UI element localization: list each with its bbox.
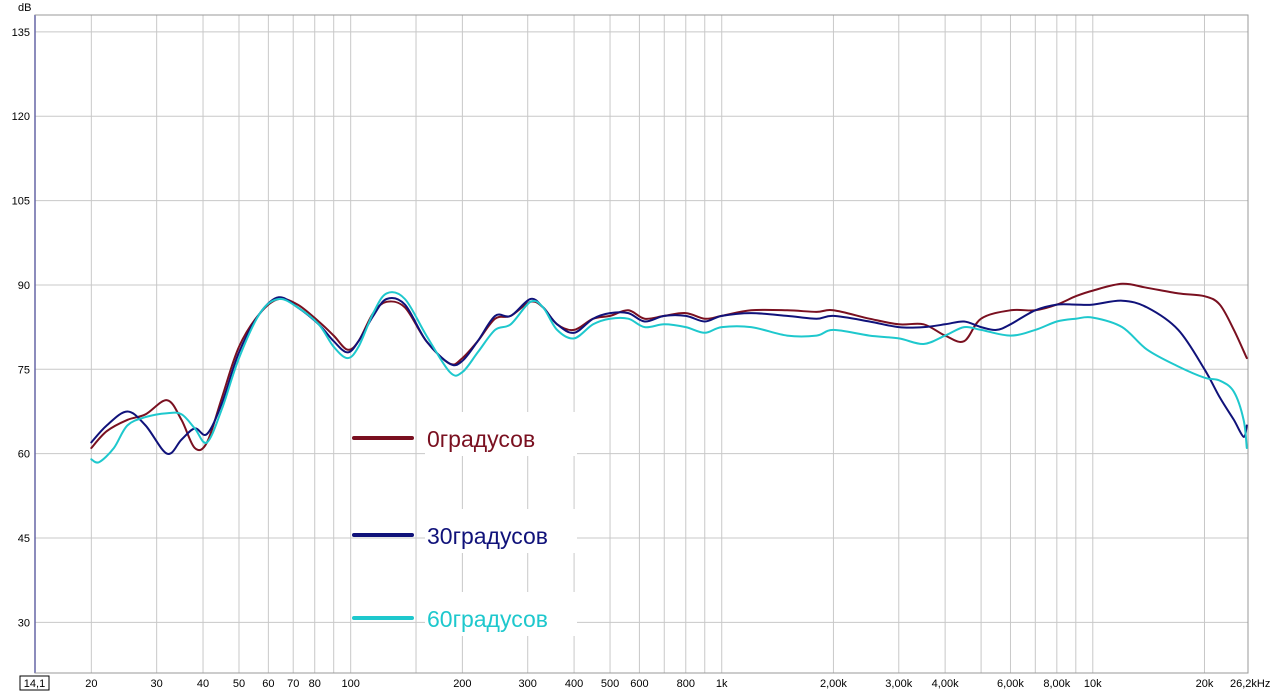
x-tick-label: 10k <box>1084 678 1102 690</box>
legend-label-2: 60градусов <box>427 606 548 632</box>
x-tick-label: 20k <box>1196 678 1214 690</box>
y-tick-label: 60 <box>18 449 30 461</box>
legend-label-1: 30градусов <box>427 523 548 549</box>
x-tick-label: 40 <box>197 678 209 690</box>
y-tick-labels: 30 45 60 75 90 105 120 135 <box>12 27 30 630</box>
x-tick-label: 800 <box>677 678 695 690</box>
x-start-marker: 14,1 <box>19 675 50 691</box>
x-tick-label: 50 <box>233 678 245 690</box>
grid-lines <box>35 15 1248 673</box>
x-tick-label: 200 <box>453 678 471 690</box>
y-tick-label: 105 <box>12 196 30 208</box>
plot-background <box>35 15 1248 673</box>
x-tick-label: 60 <box>262 678 274 690</box>
x-axis-unit-label: 26,2kHz <box>1230 678 1270 690</box>
x-tick-label: 20 <box>85 678 97 690</box>
legend-label-background <box>425 592 577 636</box>
series-line-2 <box>90 291 1248 464</box>
x-tick-label: 70 <box>287 678 299 690</box>
x-tick-label: 80 <box>309 678 321 690</box>
y-tick-label: 90 <box>18 280 30 292</box>
x-tick-label: 500 <box>601 678 619 690</box>
x-tick-label: 6,00k <box>997 678 1024 690</box>
x-tick-labels: 20 30 40 50 60 70 80 100 200 300 400 500 600 800 1k 2,0… <box>85 678 1214 690</box>
y-tick-label: 45 <box>18 533 30 545</box>
x-tick-label: 4,00k <box>932 678 959 690</box>
y-tick-label: 75 <box>18 364 30 376</box>
plot-frame <box>34 14 1249 674</box>
y-axis-unit: dB <box>18 2 31 14</box>
y-tick-label: 30 <box>18 617 30 629</box>
y-tick-label: 120 <box>12 111 30 123</box>
x-tick-label: 300 <box>519 678 537 690</box>
x-tick-label: 8,00k <box>1043 678 1070 690</box>
x-tick-label: 1k <box>716 678 728 690</box>
x-tick-label: 600 <box>630 678 648 690</box>
x-start-label: 14,1 <box>24 678 45 690</box>
legend-label-background <box>425 412 577 456</box>
legend-label-background <box>425 509 577 553</box>
x-tick-label: 100 <box>342 678 360 690</box>
x-tick-label: 3,00k <box>885 678 912 690</box>
x-tick-label: 400 <box>565 678 583 690</box>
x-tick-label: 2,00k <box>820 678 847 690</box>
legend-label-0: 0градусов <box>427 426 535 452</box>
series-lines <box>90 282 1248 464</box>
y-tick-label: 135 <box>12 27 30 39</box>
x-tick-label: 30 <box>151 678 163 690</box>
legend: 0градусов 30градусов 60градусов <box>352 412 577 636</box>
